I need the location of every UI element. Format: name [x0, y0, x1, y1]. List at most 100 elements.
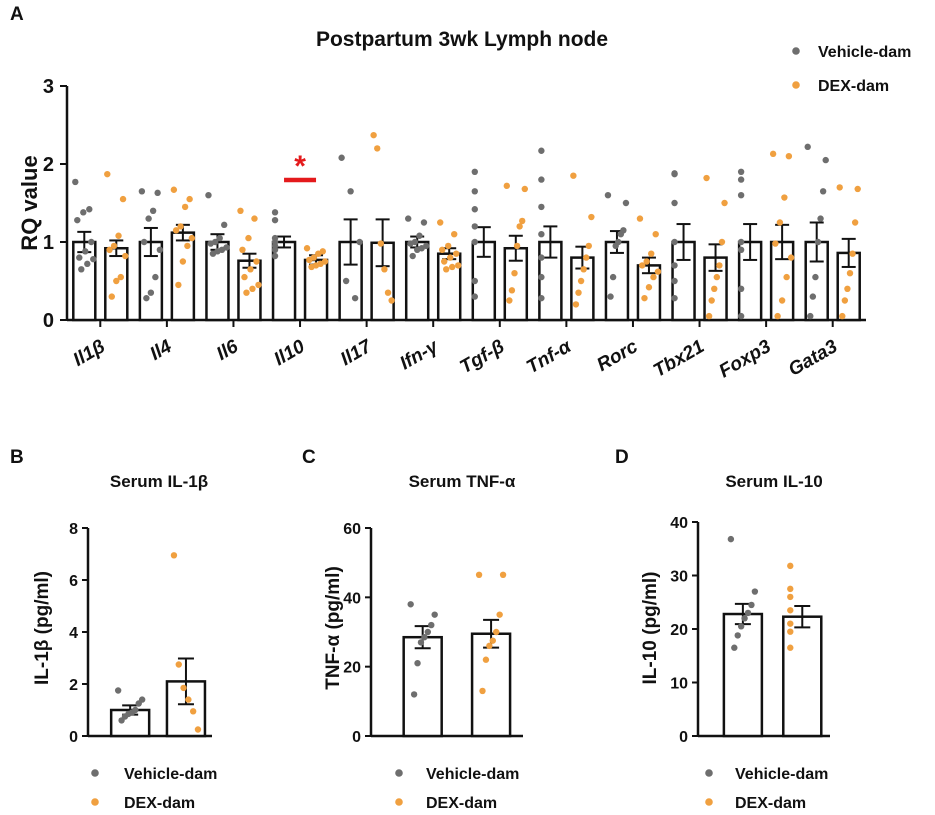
- panel-a-category-label: Il6: [213, 336, 242, 365]
- panel-a-vehicle-point: [737, 168, 745, 175]
- panel-a-dex-point: [570, 172, 577, 179]
- panel-c-legend-dex-marker: [395, 798, 403, 806]
- panel-a-vehicle-point: [471, 206, 478, 213]
- panel-a-dex-point: [776, 219, 784, 226]
- panel-a-dex-bar: [170, 231, 196, 322]
- panel-a-vehicle-point: [671, 199, 678, 207]
- panel-a-dex-point: [251, 215, 258, 222]
- panel-c-plot: 0 20 40 60: [343, 521, 523, 746]
- panel-a-vehicle-point: [90, 255, 97, 263]
- panel-a-dex-point: [177, 223, 184, 230]
- panel-a-y-tick-label: 2: [43, 154, 54, 176]
- panel-d-vehicle-point: [731, 644, 738, 651]
- panel-a-letter: A: [10, 4, 24, 25]
- panel-a-dex-point: [511, 270, 518, 277]
- panel-a-dex-point: [104, 170, 111, 178]
- panel-a-dex-point: [439, 246, 446, 253]
- panel-a-dex-bar: [303, 258, 329, 322]
- panel-a-dex-point: [110, 242, 118, 250]
- panel-b-dex-point: [175, 661, 182, 668]
- panel-a-dex-point: [645, 284, 653, 291]
- panel-a-legend-dex: DEX-dam: [818, 78, 889, 95]
- panel-d-vehicle-point: [737, 623, 745, 630]
- panel-a-vehicle-point: [152, 273, 159, 281]
- panel-a-vehicle-point: [140, 238, 148, 246]
- panel-a-dex-point: [245, 234, 252, 242]
- panel-a-dex-point: [184, 242, 191, 250]
- panel-a-vehicle-point: [737, 246, 745, 253]
- panel-a-vehicle-point: [407, 240, 414, 247]
- panel-a-vehicle-point: [617, 231, 625, 238]
- panel-a-dex-point: [117, 273, 124, 281]
- panel-a-dex-point: [106, 246, 113, 253]
- panel-a-category-label: Ifn-γ: [396, 335, 442, 374]
- panel-a-dex-point: [243, 289, 250, 296]
- panel-a-vehicle-point: [622, 199, 630, 207]
- panel-a-category-label: Gata3: [785, 336, 842, 381]
- panel-d-legend-vehicle: Vehicle-dam: [735, 766, 828, 783]
- panel-a-dex-point: [519, 217, 526, 225]
- panel-a-vehicle-point: [607, 293, 614, 300]
- panel-d-dex-point: [787, 628, 794, 635]
- panel-d-y-tick-label: 10: [670, 676, 688, 693]
- panel-a-dex-point: [703, 174, 710, 182]
- panel-a-dex-point: [713, 273, 721, 281]
- panel-a-vehicle-point: [822, 156, 829, 164]
- panel-a-dex-point: [377, 240, 385, 247]
- panel-a-vehicle-point: [538, 273, 545, 281]
- panel-a-dex-point: [388, 297, 395, 304]
- panel-a-vehicle-point: [78, 266, 85, 273]
- panel-a-vehicle-point: [414, 246, 421, 253]
- panel-a-dex-point: [172, 227, 180, 234]
- panel-a-dex-point: [503, 182, 510, 190]
- panel-a-legend-vehicle-marker: [792, 47, 800, 55]
- panel-c-dex-point: [482, 656, 490, 663]
- panel-a-category-label: Tgf-β: [457, 336, 509, 378]
- panel-a-vehicle-point: [538, 231, 545, 238]
- panel-a-vehicle-point: [84, 260, 91, 268]
- panel-a-dex-point: [370, 131, 377, 139]
- panel-a-vehicle-point: [817, 215, 824, 222]
- panel-b-plot: 0 2 4 6 8: [69, 521, 212, 746]
- panel-d-ylabel: IL-10 (pg/ml): [640, 572, 661, 685]
- panel-b-legend-dex: DEX-dam: [124, 795, 195, 812]
- panel-b-y-tick-label: 4: [69, 625, 78, 642]
- panel-a-dex-point: [778, 297, 786, 304]
- panel-a-dex-point: [513, 242, 521, 250]
- panel-a-dex-point: [516, 223, 523, 230]
- panel-c-dex-point: [475, 571, 483, 578]
- panel-a-vehicle-point: [471, 277, 478, 285]
- panel-a-dex-point: [506, 297, 513, 304]
- panel-a-dex-point: [445, 242, 452, 250]
- panel-a-dex-point: [854, 185, 861, 193]
- panel-d-vehicle-point: [734, 632, 741, 639]
- panel-a-dex-point: [306, 256, 313, 264]
- panel-d-vehicle-bar: [722, 612, 764, 738]
- panel-b-legend-dex-marker: [91, 798, 99, 806]
- panel-a-vehicle-point: [604, 192, 612, 199]
- panel-a-dex-point: [585, 242, 593, 250]
- panel-a-category-label: Il10: [271, 336, 309, 370]
- panel-a-y-tick-label: 3: [43, 76, 54, 98]
- panel-a-vehicle-point: [86, 206, 93, 213]
- panel-a-vehicle-point: [538, 254, 545, 261]
- panel-a-dex-point: [774, 312, 781, 320]
- panel-a-dex-point: [580, 266, 587, 273]
- panel-a-dex-point: [572, 301, 580, 308]
- panel-a-dex-point: [455, 262, 462, 269]
- panel-c-dex-point: [486, 642, 493, 650]
- panel-d-legend-dex: DEX-dam: [735, 795, 806, 812]
- panel-a-vehicle-point: [147, 289, 155, 296]
- panel-a-dex-point: [441, 258, 448, 265]
- panel-c-y-tick-label: 40: [343, 590, 361, 607]
- panel-a-dex-point: [769, 150, 777, 158]
- panel-a-dex-point: [508, 287, 516, 294]
- panel-a-vehicle-point: [342, 277, 350, 285]
- panel-a-dex-point: [575, 289, 582, 296]
- panel-a-vehicle-point: [671, 262, 678, 269]
- panel-d-dex-point: [787, 562, 794, 570]
- panel-d-plot: 0 10 20 30 40: [670, 515, 830, 746]
- panel-a-dex-point: [119, 195, 127, 203]
- panel-d-dex-point: [787, 607, 794, 614]
